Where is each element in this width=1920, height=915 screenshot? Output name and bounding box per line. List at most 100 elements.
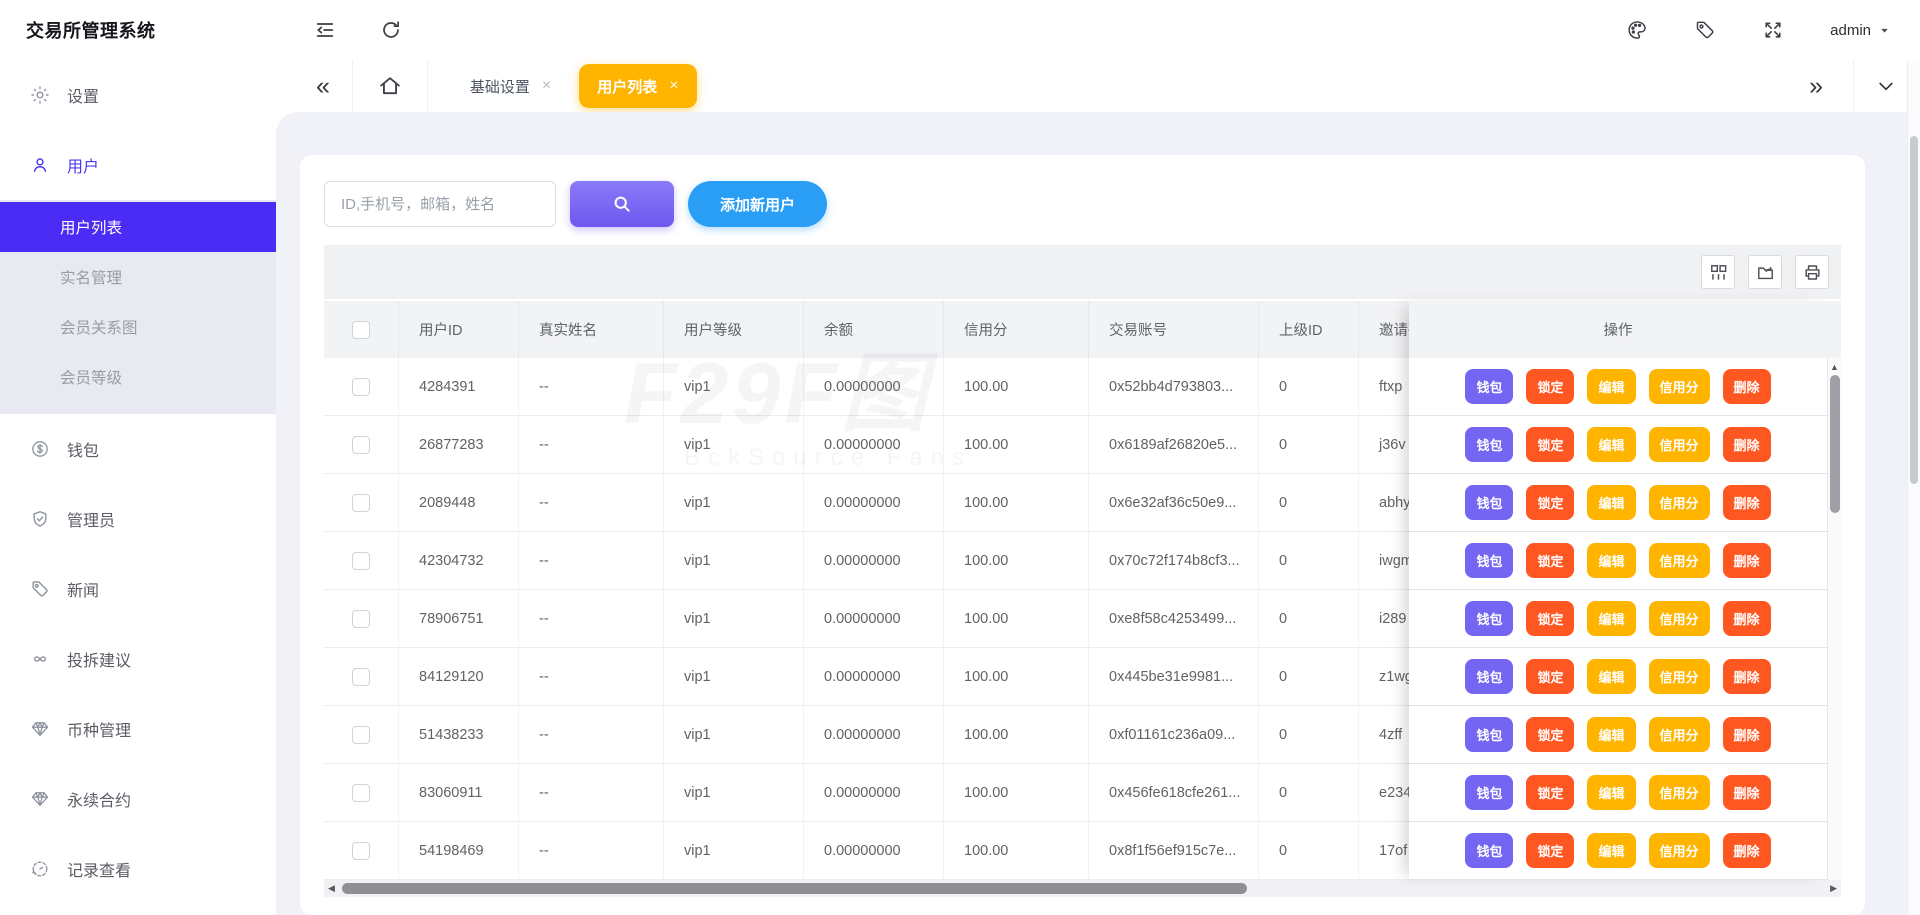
delete-button[interactable]: 删除 [1722, 717, 1771, 752]
sidebar-item-coins[interactable]: 币种管理 [0, 694, 276, 764]
edit-button[interactable]: 编辑 [1587, 427, 1636, 462]
sidebar-item-member-level[interactable]: 会员等级 [60, 370, 123, 387]
row-checkbox[interactable] [352, 725, 370, 744]
search-button[interactable] [570, 181, 674, 227]
credit-button[interactable]: 信用分 [1648, 543, 1710, 578]
table-vertical-scrollbar[interactable]: ▲ [1827, 358, 1841, 880]
tab-basic-settings[interactable]: 基础设置 × [452, 64, 569, 108]
lock-button[interactable]: 锁定 [1526, 659, 1575, 694]
edit-button[interactable]: 编辑 [1587, 601, 1636, 636]
lock-button[interactable]: 锁定 [1526, 775, 1575, 810]
user-menu[interactable]: admin [1830, 22, 1890, 39]
wallet-button[interactable]: 钱包 [1465, 369, 1514, 404]
delete-button[interactable]: 删除 [1722, 659, 1771, 694]
row-checkbox[interactable] [352, 609, 370, 628]
credit-button[interactable]: 信用分 [1648, 601, 1710, 636]
tabs-menu-chevron-down-icon[interactable] [1876, 76, 1896, 96]
row-checkbox[interactable] [352, 435, 370, 454]
credit-button[interactable]: 信用分 [1648, 717, 1710, 752]
delete-button[interactable]: 删除 [1722, 601, 1771, 636]
delete-button[interactable]: 删除 [1722, 427, 1771, 462]
lock-button[interactable]: 锁定 [1526, 601, 1575, 636]
scroll-right-arrow[interactable]: ▶ [1830, 883, 1837, 893]
wallet-button[interactable]: 钱包 [1465, 717, 1514, 752]
wallet-button[interactable]: 钱包 [1465, 543, 1514, 578]
lock-button[interactable]: 锁定 [1526, 717, 1575, 752]
delete-button[interactable]: 删除 [1722, 485, 1771, 520]
row-checkbox[interactable] [352, 783, 370, 802]
lock-button[interactable]: 锁定 [1526, 485, 1575, 520]
cell-invite-code: i289 [1379, 610, 1407, 627]
row-checkbox[interactable] [352, 841, 370, 860]
edit-button[interactable]: 编辑 [1587, 775, 1636, 810]
wallet-button[interactable]: 钱包 [1465, 775, 1514, 810]
credit-button[interactable]: 信用分 [1648, 775, 1710, 810]
home-icon[interactable] [377, 73, 403, 99]
theme-palette-icon[interactable] [1626, 19, 1648, 41]
row-checkbox[interactable] [352, 493, 370, 512]
horizontal-scroll-thumb[interactable] [342, 883, 1247, 894]
credit-button[interactable]: 信用分 [1648, 369, 1710, 404]
sidebar-item-perpetual[interactable]: 永续合约 [0, 764, 276, 834]
add-user-button[interactable]: 添加新用户 [688, 181, 828, 227]
sidebar-item-records[interactable]: 记录查看 [0, 834, 276, 904]
wallet-button[interactable]: 钱包 [1465, 427, 1514, 462]
scroll-left-arrow[interactable]: ◀ [328, 883, 335, 893]
close-icon[interactable]: × [541, 77, 552, 94]
wallet-button[interactable]: 钱包 [1465, 833, 1514, 868]
credit-button[interactable]: 信用分 [1648, 427, 1710, 462]
credit-button[interactable]: 信用分 [1648, 833, 1710, 868]
edit-button[interactable]: 编辑 [1587, 717, 1636, 752]
edit-button[interactable]: 编辑 [1587, 485, 1636, 520]
edit-button[interactable]: 编辑 [1587, 369, 1636, 404]
print-button[interactable] [1795, 255, 1829, 289]
edit-button[interactable]: 编辑 [1587, 833, 1636, 868]
edit-button[interactable]: 编辑 [1587, 543, 1636, 578]
delete-button[interactable]: 删除 [1722, 543, 1771, 578]
tabs-scroll-right[interactable]: » [1809, 71, 1823, 100]
lock-button[interactable]: 锁定 [1526, 543, 1575, 578]
page-scroll-thumb[interactable] [1910, 136, 1918, 484]
fullscreen-icon[interactable] [1762, 19, 1784, 41]
lock-button[interactable]: 锁定 [1526, 427, 1575, 462]
sidebar-item-wallet[interactable]: 钱包 [0, 414, 276, 484]
delete-button[interactable]: 删除 [1722, 775, 1771, 810]
columns-button[interactable] [1701, 255, 1735, 289]
sidebar-item-settings[interactable]: 设置 [0, 60, 276, 130]
sidebar-item-member-graph[interactable]: 会员关系图 [60, 320, 138, 337]
close-icon[interactable]: × [669, 77, 679, 94]
credit-button[interactable]: 信用分 [1648, 485, 1710, 520]
vertical-scroll-thumb[interactable] [1829, 375, 1840, 513]
sidebar-item-news[interactable]: 新闻 [0, 554, 276, 624]
delete-button[interactable]: 删除 [1722, 833, 1771, 868]
sidebar-item-realname[interactable]: 实名管理 [60, 270, 123, 287]
row-checkbox[interactable] [352, 377, 370, 396]
search-input[interactable] [324, 181, 556, 227]
sidebar-item-feedback[interactable]: 投拆建议 [0, 624, 276, 694]
credit-button[interactable]: 信用分 [1648, 659, 1710, 694]
refresh-icon[interactable] [380, 19, 402, 41]
delete-button[interactable]: 删除 [1722, 369, 1771, 404]
wallet-button[interactable]: 钱包 [1465, 485, 1514, 520]
row-checkbox[interactable] [352, 667, 370, 686]
sidebar-item-user-list[interactable]: 用户列表 [0, 202, 276, 252]
row-checkbox[interactable] [352, 551, 370, 570]
lock-button[interactable]: 锁定 [1526, 833, 1575, 868]
tag-icon[interactable] [1694, 19, 1716, 41]
cell-level: vip1 [664, 764, 804, 821]
wallet-button[interactable]: 钱包 [1465, 601, 1514, 636]
collapse-menu-icon[interactable] [314, 19, 336, 41]
page-vertical-scrollbar[interactable] [1907, 60, 1920, 915]
tab-user-list[interactable]: 用户列表 × [579, 64, 697, 108]
cell-balance: 0.00000000 [804, 358, 944, 415]
lock-button[interactable]: 锁定 [1526, 369, 1575, 404]
scroll-up-arrow[interactable]: ▲ [1830, 362, 1839, 372]
sidebar-item-users[interactable]: 用户 [0, 130, 276, 200]
sidebar-item-admins[interactable]: 管理员 [0, 484, 276, 554]
edit-button[interactable]: 编辑 [1587, 659, 1636, 694]
export-button[interactable] [1748, 255, 1782, 289]
tabs-scroll-left[interactable]: « [316, 71, 330, 100]
table-horizontal-scrollbar[interactable]: ◀ ▶ [324, 880, 1841, 897]
wallet-button[interactable]: 钱包 [1465, 659, 1514, 694]
select-all-checkbox[interactable] [352, 320, 370, 339]
